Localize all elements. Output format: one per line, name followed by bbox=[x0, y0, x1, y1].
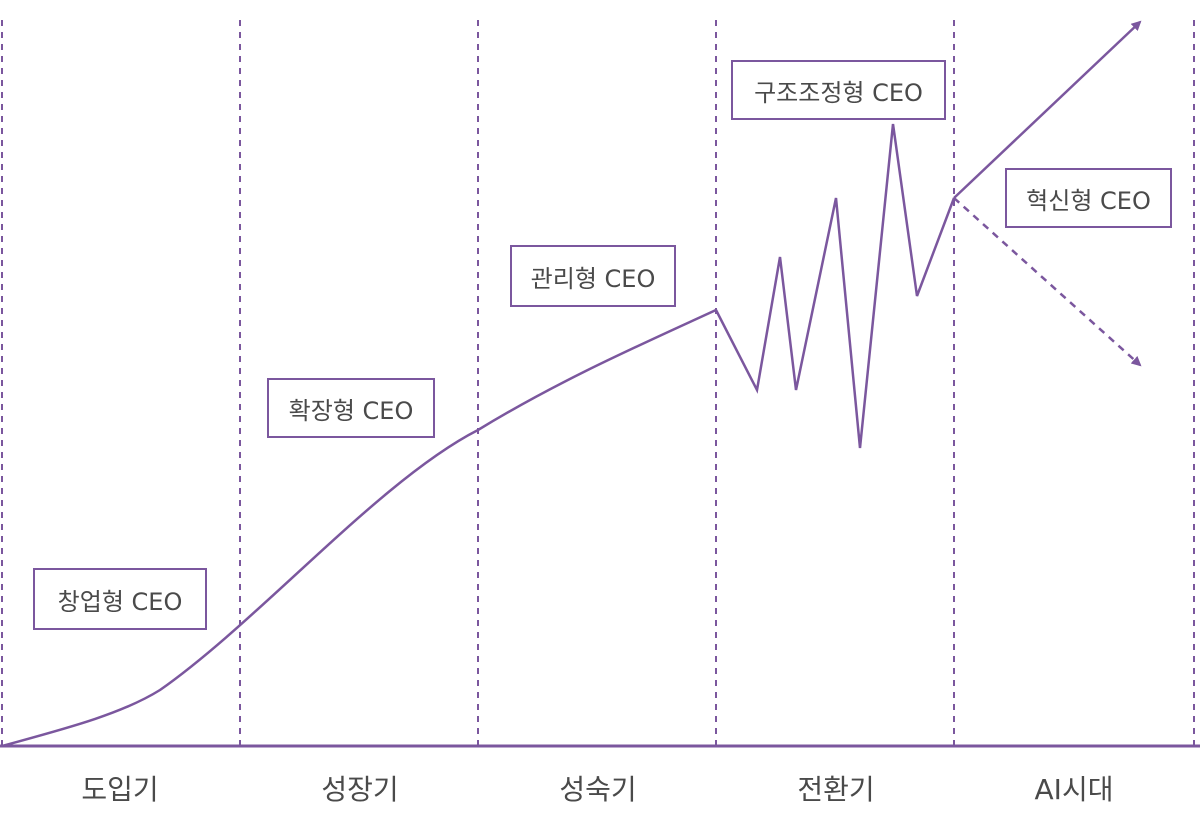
turbulence-line bbox=[714, 123, 956, 449]
ceo-type-innovation: 혁신형 CEO bbox=[1005, 168, 1172, 228]
phase-label-introduction: 도입기 bbox=[81, 773, 159, 806]
growth-curve bbox=[1, 308, 717, 748]
phase-label-maturity: 성숙기 bbox=[559, 773, 637, 806]
phase-label-growth: 성장기 bbox=[321, 773, 399, 806]
ai-decline-arrow bbox=[953, 197, 1142, 367]
phase-label-transition: 전환기 bbox=[797, 773, 875, 806]
ai-growth-arrow bbox=[953, 20, 1142, 199]
ceo-type-restructuring: 구조조정형 CEO bbox=[731, 60, 946, 120]
phase-label-ai-era: AI시대 bbox=[1034, 773, 1114, 806]
ceo-type-management: 관리형 CEO bbox=[510, 245, 676, 307]
ceo-type-founder: 창업형 CEO bbox=[33, 568, 207, 630]
ceo-type-expansion: 확장형 CEO bbox=[267, 378, 435, 438]
